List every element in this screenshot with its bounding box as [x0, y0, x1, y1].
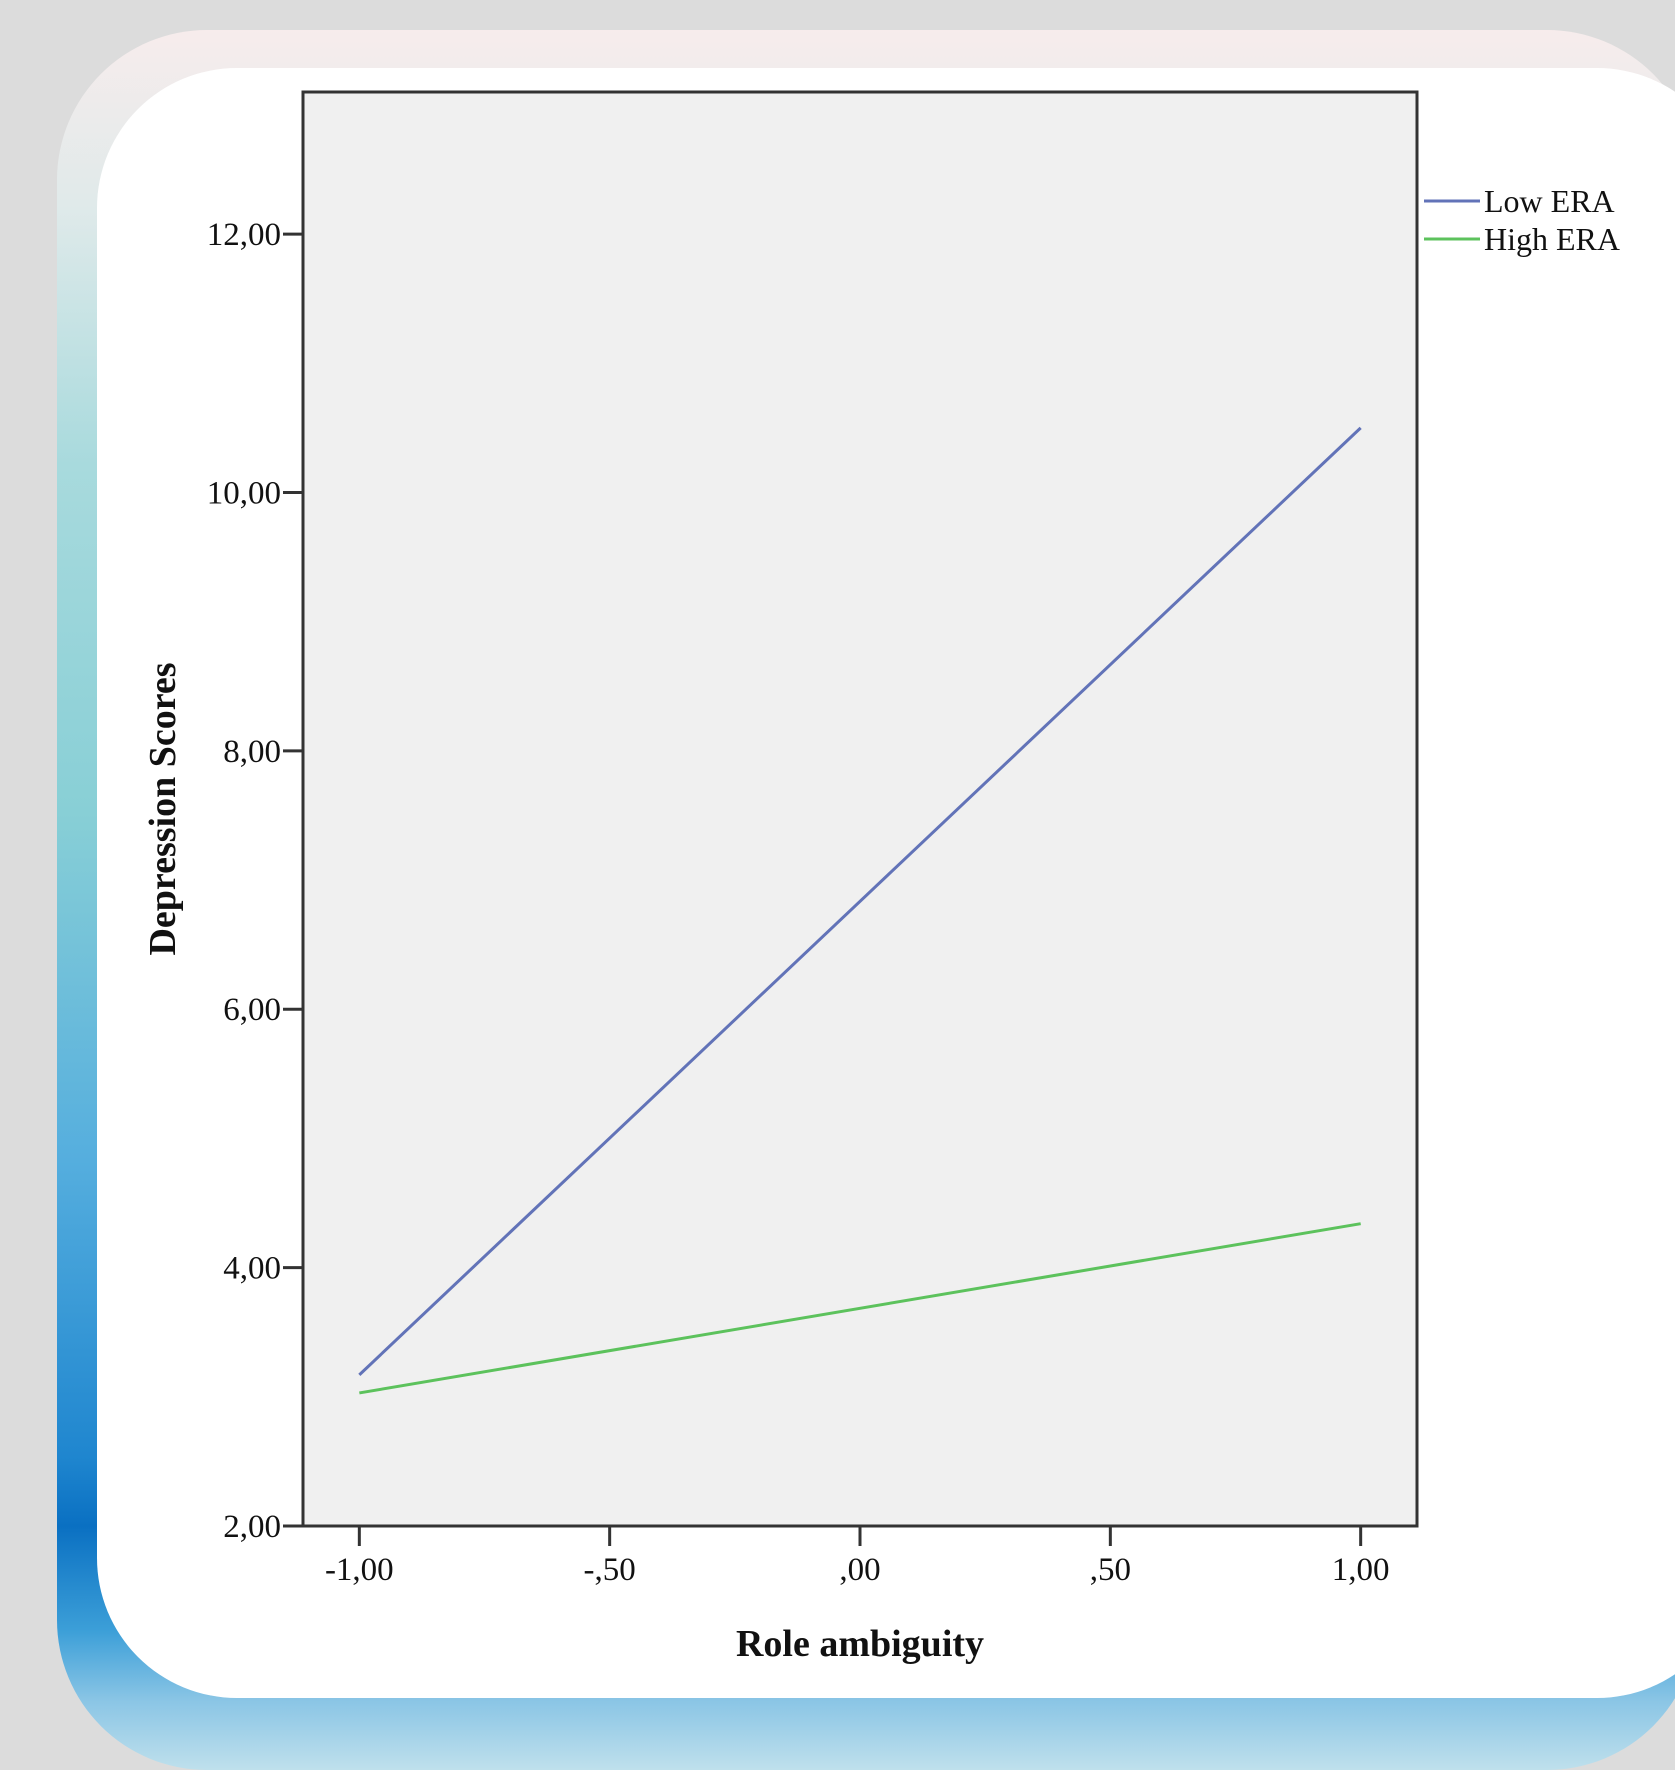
legend-label-low-era: Low ERA — [1484, 183, 1615, 219]
series-line-low-era — [358, 426, 1362, 1376]
y-tick-label: 10,00 — [207, 475, 281, 511]
y-axis-title: Depression Scores — [142, 662, 184, 955]
x-axis: -1,00 -,50 ,00 ,50 1,00 — [325, 1526, 1390, 1588]
y-tick-label: 6,00 — [223, 992, 281, 1028]
legend-label-high-era: High ERA — [1484, 221, 1620, 257]
x-tick-label: ,00 — [839, 1552, 880, 1588]
x-tick-label: 1,00 — [1332, 1552, 1390, 1588]
y-tick-label: 8,00 — [223, 734, 281, 770]
x-tick-label: -1,00 — [325, 1552, 394, 1588]
series-lines — [358, 426, 1362, 1395]
y-tick-label: 12,00 — [207, 217, 281, 253]
x-tick-label: ,50 — [1090, 1552, 1131, 1588]
x-tick-label: -,50 — [584, 1552, 636, 1588]
x-axis-title: Role ambiguity — [736, 1623, 984, 1665]
y-tick-label: 2,00 — [223, 1509, 281, 1545]
y-tick-label: 4,00 — [223, 1251, 281, 1287]
plot-area — [301, 90, 1419, 1528]
series-line-high-era — [359, 1222, 1361, 1395]
y-axis: 2,00 4,00 6,00 8,00 10,00 12,00 — [207, 217, 303, 1545]
